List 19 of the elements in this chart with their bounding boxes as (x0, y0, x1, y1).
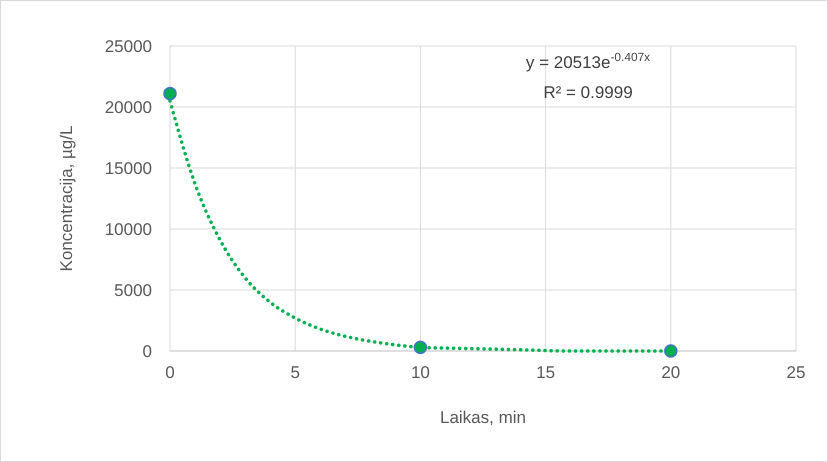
y-tick-label: 20000 (104, 98, 152, 117)
x-tick-label: 10 (410, 363, 430, 382)
y-tick-label: 0 (142, 342, 152, 361)
x-tick-label: 15 (536, 363, 556, 382)
x-tick-label: 20 (661, 363, 680, 382)
point (163, 86, 177, 100)
x-axis-title: Laikas, min (440, 408, 526, 427)
x-tick-label: 5 (290, 363, 300, 382)
x-tick-label: 0 (165, 363, 175, 382)
y-axis-title: Koncentracija, µg/L (57, 126, 76, 272)
y-tick-label: 10000 (104, 220, 152, 239)
x-tick-label: 25 (786, 363, 806, 382)
y-tick-label: 15000 (104, 159, 152, 178)
y-tick-label: 25000 (104, 37, 152, 56)
point (664, 344, 678, 358)
annotation: y = 20513e$^{-0.407x}$ (526, 50, 650, 72)
y-tick-label: 5000 (114, 281, 152, 300)
point (414, 340, 428, 354)
annotation: R² = 0.9999 (543, 83, 633, 102)
